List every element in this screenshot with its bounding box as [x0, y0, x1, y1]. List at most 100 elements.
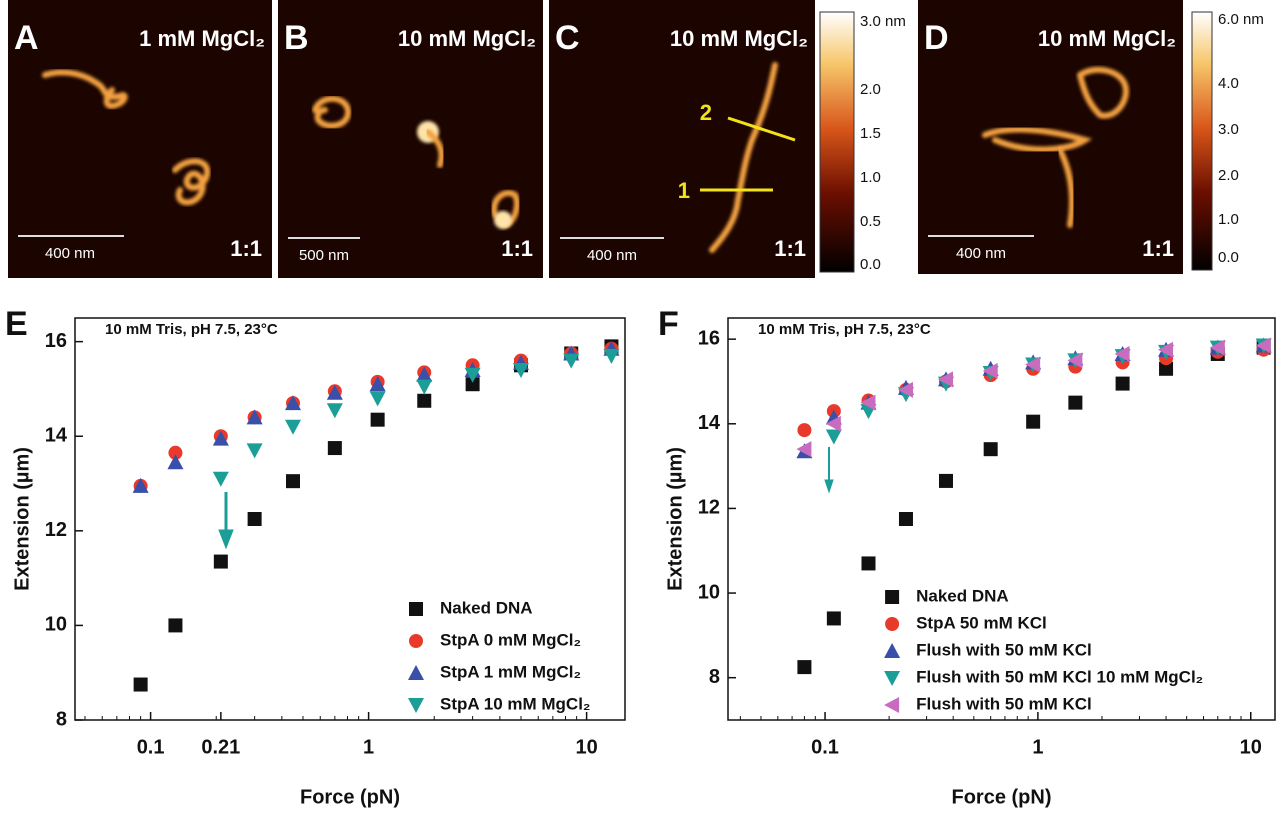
ratio: 1:1	[1142, 236, 1174, 261]
marker	[1116, 377, 1130, 391]
legend-label: StpA 10 mM MgCl₂	[440, 694, 591, 713]
marker	[370, 391, 386, 406]
colorbar: 3.0 nm 2.0 1.5 1.0 0.5 0.0	[820, 12, 906, 273]
marker	[416, 380, 432, 395]
legend-label: StpA 50 mM KCl	[916, 613, 1047, 632]
marker	[328, 441, 342, 455]
y-tick-label: 10	[45, 614, 67, 636]
afm-panel: D 10 mM MgCl₂ 400 nm 1:1	[918, 0, 1183, 274]
panel-letter: A	[14, 19, 39, 57]
colorbar-label: 0.5	[860, 213, 881, 230]
scale-label: 500 nm	[299, 247, 349, 264]
colorbar-label: 0.0	[1218, 249, 1239, 266]
legend-marker	[885, 590, 899, 604]
x-tick-label: 1	[363, 736, 374, 758]
panel-letter: D	[924, 19, 949, 57]
legend-label: Flush with 50 mM KCl 10 mM MgCl₂	[916, 667, 1203, 686]
legend-label: StpA 1 mM MgCl₂	[440, 662, 581, 681]
marker	[168, 618, 182, 632]
colorbar-label: 4.0	[1218, 75, 1239, 92]
y-axis-label: Extension (µm)	[664, 447, 686, 591]
figure: A 1 mM MgCl₂ 400 nm 1:1 B 10 mM MgCl₂ 50…	[0, 0, 1284, 818]
line-label: 1	[678, 178, 690, 203]
condition: 10 mM MgCl₂	[1038, 26, 1176, 51]
afm-panel: 1 2 C 10 mM MgCl₂ 400 nm 1:1	[549, 0, 815, 278]
legend-label: Flush with 50 mM KCl	[916, 694, 1092, 713]
x-tick-label: 0.21	[201, 736, 240, 758]
x-axis-label: Force (pN)	[300, 786, 400, 808]
marker	[899, 512, 913, 526]
x-tick-label: 10	[1240, 736, 1262, 758]
x-tick-label: 1	[1032, 736, 1043, 758]
legend-label: Flush with 50 mM KCl	[916, 640, 1092, 659]
y-tick-label: 16	[45, 330, 67, 352]
colorbar-label: 2.0	[1218, 167, 1239, 184]
y-tick-label: 12	[698, 497, 720, 519]
legend-label: Naked DNA	[916, 586, 1009, 605]
x-tick-label: 0.1	[137, 736, 165, 758]
marker	[285, 420, 301, 435]
marker	[417, 394, 431, 408]
colorbar-label: 3.0 nm	[860, 13, 906, 30]
arrow	[219, 447, 833, 548]
marker	[213, 472, 229, 487]
legend-label: Naked DNA	[440, 598, 533, 617]
y-tick-label: 14	[45, 425, 68, 447]
afm-panel: B 10 mM MgCl₂ 500 nm 1:1	[278, 0, 543, 278]
colorbar-label: 1.5	[860, 125, 881, 142]
ratio: 1:1	[774, 236, 806, 261]
legend-label: StpA 0 mM MgCl₂	[440, 630, 581, 649]
colorbar-label: 0.0	[860, 256, 881, 273]
marker	[826, 429, 842, 444]
condition: 1 mM MgCl₂	[139, 26, 265, 51]
marker	[214, 555, 228, 569]
legend-marker	[408, 665, 424, 680]
colorbar-label: 2.0	[860, 81, 881, 98]
panel-letter: E	[5, 305, 28, 343]
scale-label: 400 nm	[587, 247, 637, 264]
legend-marker	[884, 643, 900, 658]
scale-label: 400 nm	[45, 245, 95, 262]
colorbar: 6.0 nm 4.0 3.0 2.0 1.0 0.0	[1192, 11, 1264, 270]
y-tick-label: 16	[698, 327, 720, 349]
plot-frame	[75, 318, 625, 720]
y-axis-label: Extension (µm)	[11, 447, 33, 591]
colorbar-label: 3.0	[1218, 121, 1239, 138]
plot-frame	[728, 318, 1275, 720]
legend-marker	[884, 671, 900, 686]
ratio: 1:1	[230, 236, 262, 261]
y-tick-label: 14	[698, 412, 721, 434]
x-tick-label: 10	[575, 736, 597, 758]
marker	[1068, 396, 1082, 410]
legend-marker	[408, 698, 424, 713]
marker	[286, 474, 300, 488]
marker	[861, 556, 875, 570]
afm-panel: A 1 mM MgCl₂ 400 nm 1:1	[8, 0, 272, 278]
line-label: 2	[700, 100, 712, 125]
colorbar-label: 1.0	[1218, 211, 1239, 228]
y-tick-label: 8	[56, 708, 67, 730]
marker	[603, 349, 619, 364]
scale-label: 400 nm	[956, 245, 1006, 262]
marker	[984, 442, 998, 456]
y-tick-label: 8	[709, 666, 720, 688]
marker	[134, 678, 148, 692]
marker	[248, 512, 262, 526]
colorbar-label: 1.0	[860, 169, 881, 186]
y-tick-label: 12	[45, 519, 67, 541]
legend-marker	[885, 617, 899, 631]
annotation: 10 mM Tris, pH 7.5, 23°C	[758, 321, 931, 338]
marker	[939, 474, 953, 488]
legend-marker	[409, 602, 423, 616]
marker	[1026, 415, 1040, 429]
marker	[797, 423, 811, 437]
marker	[563, 354, 579, 369]
y-tick-label: 10	[698, 581, 720, 603]
colorbar-label: 6.0 nm	[1218, 11, 1264, 28]
x-tick-label: 0.1	[811, 736, 839, 758]
annotation: 10 mM Tris, pH 7.5, 23°C	[105, 321, 278, 338]
panel-letter: C	[555, 19, 580, 57]
marker	[247, 443, 263, 458]
legend-marker	[409, 634, 423, 648]
ratio: 1:1	[501, 236, 533, 261]
